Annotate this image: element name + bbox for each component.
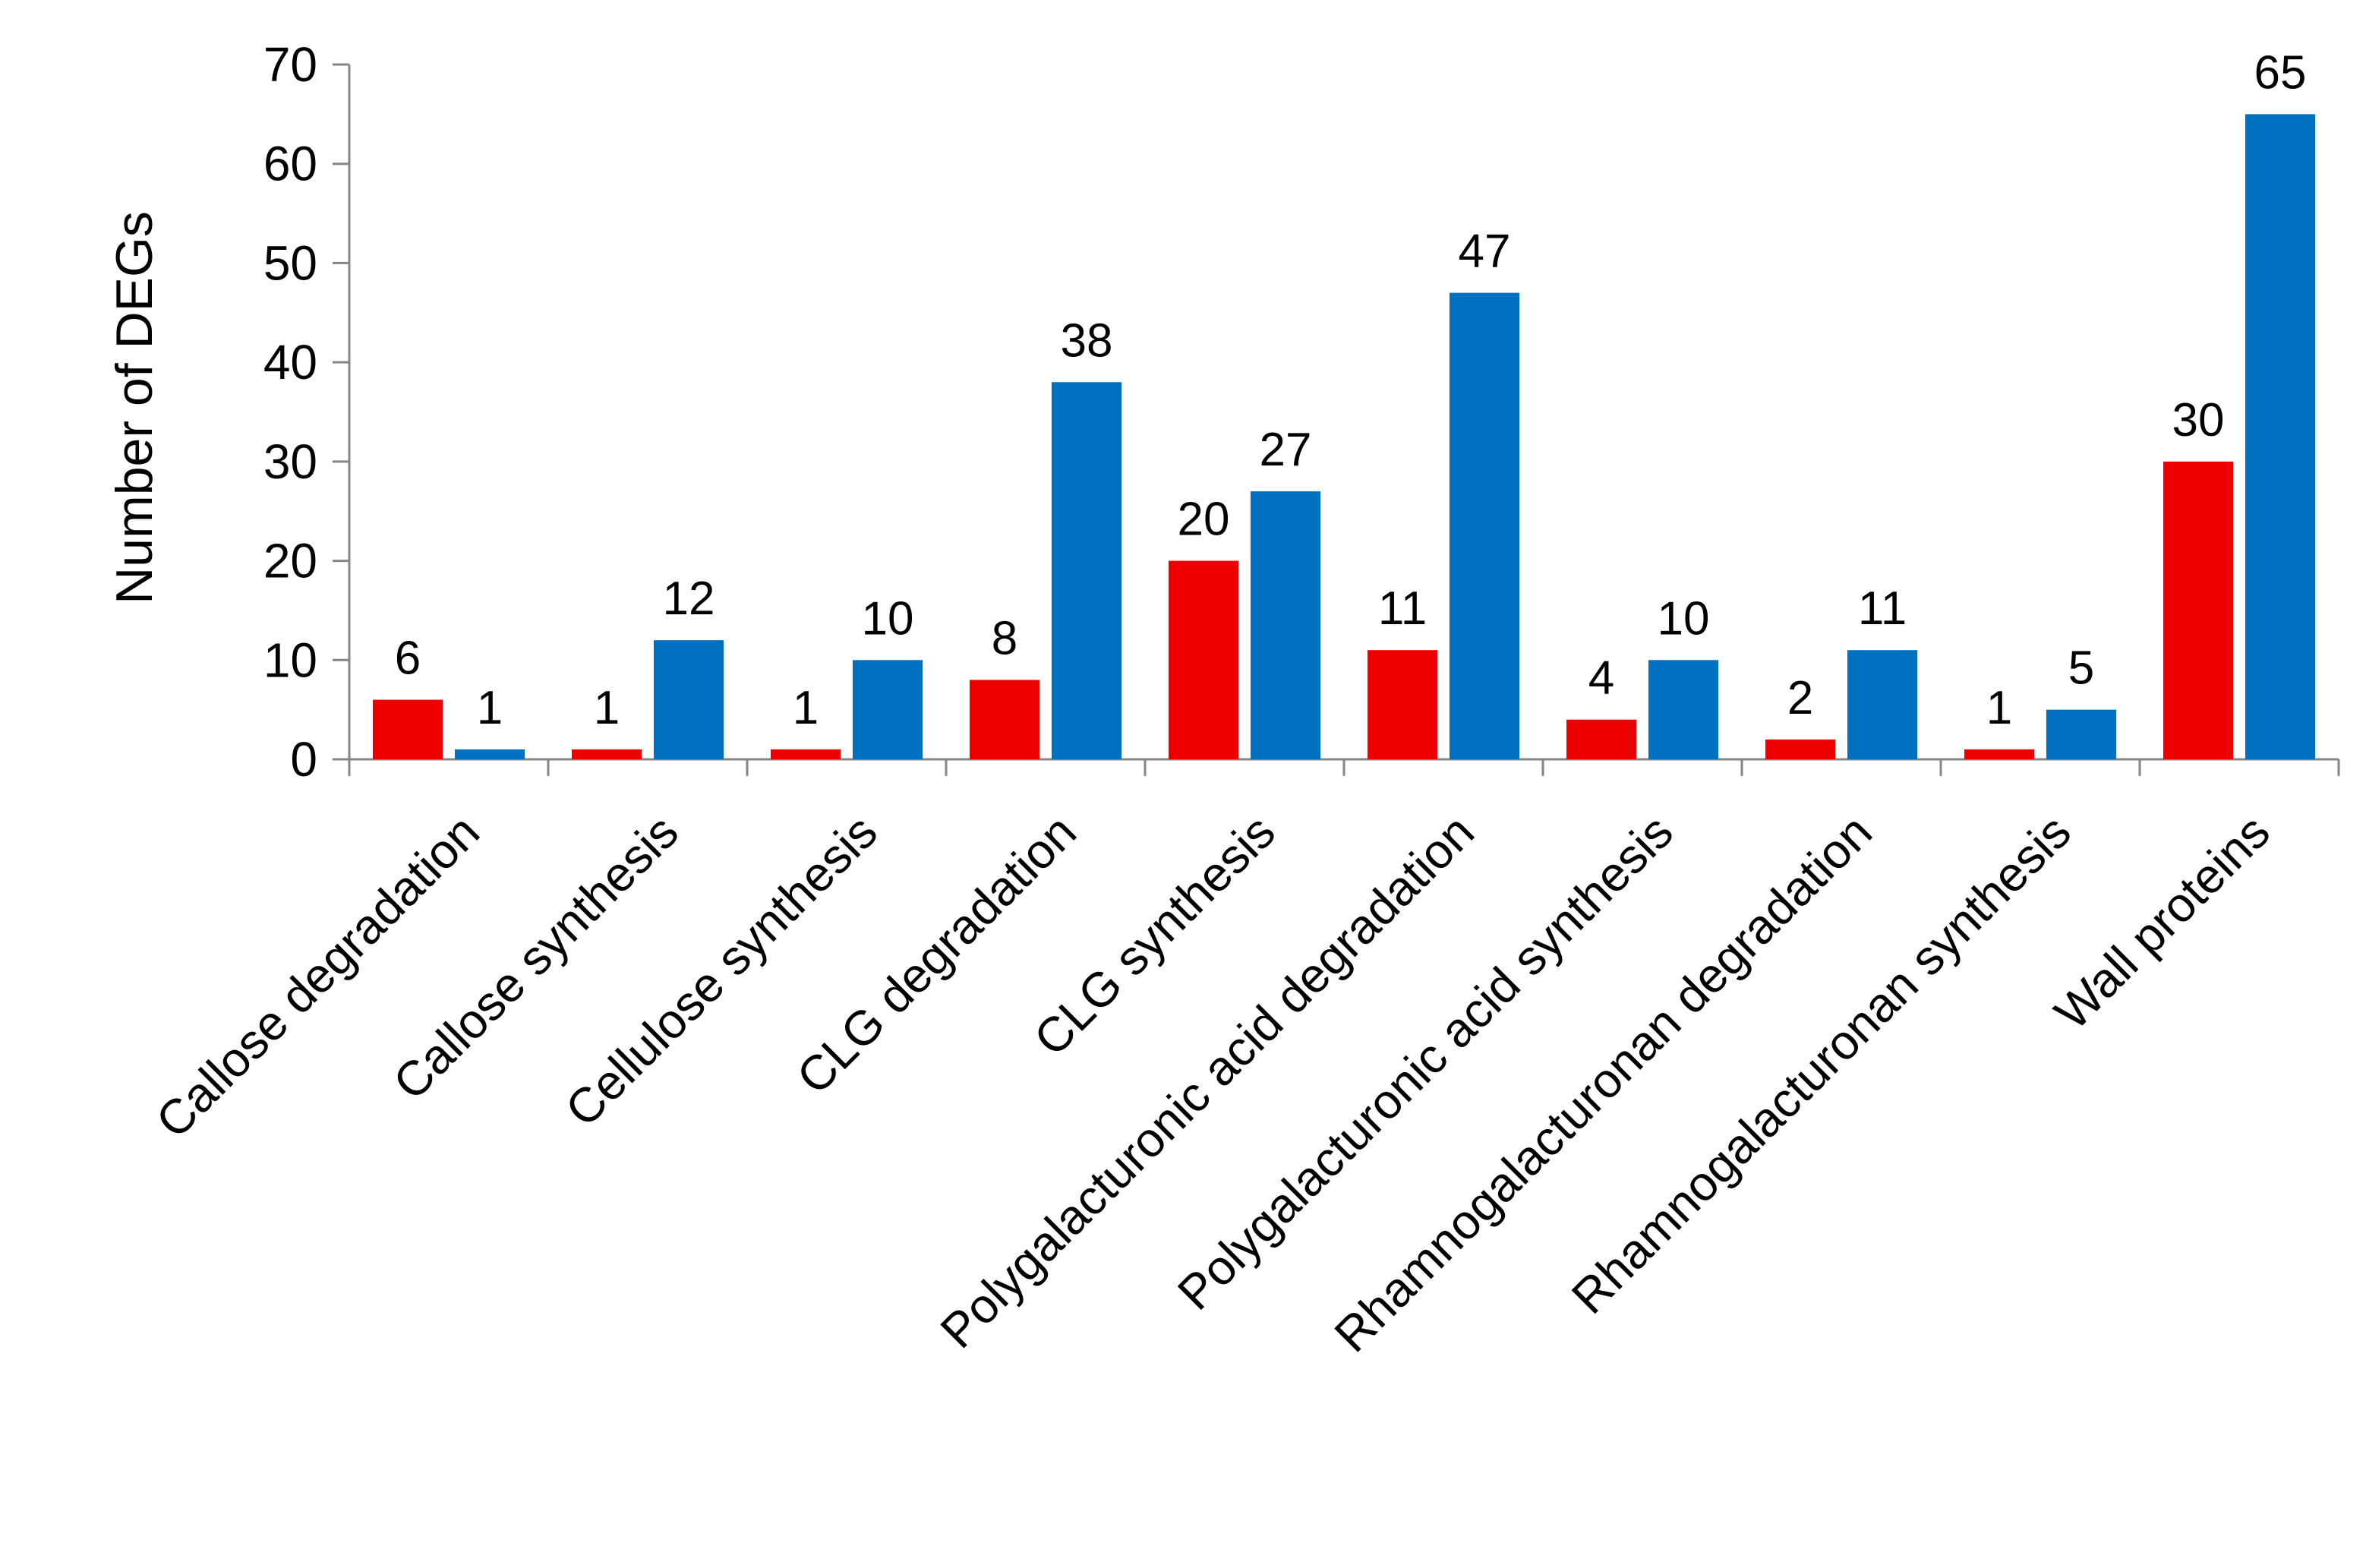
bar-series-1 xyxy=(373,699,443,759)
bar-series-1 xyxy=(1765,739,1835,759)
data-label: 12 xyxy=(663,573,715,625)
data-label: 27 xyxy=(1260,424,1312,476)
data-label: 47 xyxy=(1459,226,1511,278)
data-label: 1 xyxy=(477,682,503,734)
data-label: 4 xyxy=(1588,652,1614,705)
x-category-label: Callose degradation xyxy=(145,804,489,1148)
y-tick-label: 10 xyxy=(263,633,317,687)
data-label: 20 xyxy=(1178,494,1230,546)
axes: 0 10 20 30 40 50 60 70 xyxy=(263,37,2340,787)
x-category-label: Wall proteins xyxy=(2044,804,2280,1040)
bar-series-2 xyxy=(1648,660,1718,759)
bar-series-2 xyxy=(654,640,724,759)
bar-series-1 xyxy=(1964,749,2034,759)
bar-series-1 xyxy=(2163,461,2233,759)
bar-series-2 xyxy=(1251,491,1320,759)
data-label: 5 xyxy=(2068,642,2094,695)
data-label: 10 xyxy=(1658,592,1710,645)
y-tick-label: 70 xyxy=(263,37,317,92)
bar-series-1 xyxy=(970,680,1039,759)
data-label: 1 xyxy=(1986,682,2012,734)
data-label: 8 xyxy=(992,612,1017,664)
bar-series-1 xyxy=(1368,650,1437,759)
bar-series-1 xyxy=(1566,719,1636,759)
bar-series-2 xyxy=(853,660,923,759)
y-tick-label: 30 xyxy=(263,434,317,489)
data-label: 11 xyxy=(1378,582,1427,635)
data-label: 38 xyxy=(1061,314,1113,367)
data-label: 30 xyxy=(2172,394,2225,446)
bar-series-1 xyxy=(572,749,642,759)
data-label: 6 xyxy=(395,633,421,685)
data-label: 10 xyxy=(862,592,914,645)
data-label: 1 xyxy=(793,682,819,734)
y-tick-label: 40 xyxy=(263,335,317,390)
y-tick-label: 50 xyxy=(263,235,317,290)
y-tick-label: 20 xyxy=(263,534,317,588)
data-label: 2 xyxy=(1787,672,1813,724)
bar-series-1 xyxy=(1169,560,1238,759)
bar-series-2 xyxy=(1847,650,1917,759)
data-label: 11 xyxy=(1858,582,1907,635)
data-label: 65 xyxy=(2254,46,2307,99)
y-tick-label: 0 xyxy=(290,732,317,787)
bar-series-2 xyxy=(1052,382,1121,759)
bar-series-2 xyxy=(2046,709,2116,759)
bar-series-1 xyxy=(771,749,841,759)
y-axis-title: Number of DEGs xyxy=(106,211,163,604)
bar-series-2 xyxy=(1450,292,1519,760)
bar-series-2 xyxy=(2245,114,2315,759)
bar-series-2 xyxy=(455,749,525,759)
data-label: 1 xyxy=(594,682,620,734)
bars xyxy=(373,114,2315,760)
y-tick-label: 60 xyxy=(263,137,317,191)
